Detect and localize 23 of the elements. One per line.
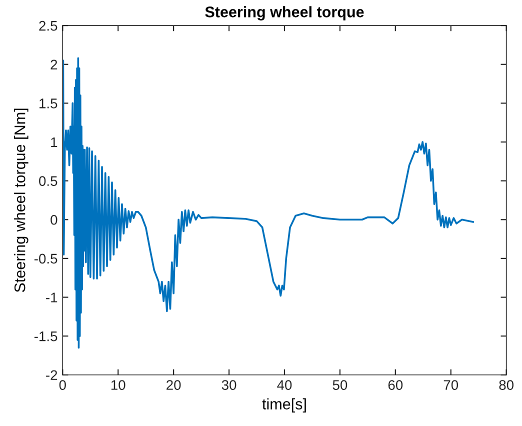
line-series [62, 57, 474, 349]
x-tick-label: 10 [111, 380, 126, 390]
x-tick-label: 30 [222, 380, 236, 390]
x-tick-label: 0 [59, 380, 66, 390]
y-tick-label: 1.5 [40, 98, 58, 108]
x-axis-title: time[s] [262, 398, 306, 412]
chart-title: Steering wheel torque [205, 6, 364, 20]
x-tick-label: 40 [277, 380, 292, 390]
y-tick-label: -1 [46, 292, 58, 302]
y-tick-label: -0.5 [34, 254, 58, 264]
y-tick-label: 0.5 [39, 176, 58, 186]
y-tick-label: 0 [50, 214, 58, 225]
y-tick-label: -2 [46, 370, 58, 380]
x-tick-label: 70 [444, 380, 458, 390]
y-tick-label: -1.5 [34, 332, 58, 342]
x-tick-label: 60 [388, 380, 403, 390]
x-tick-label: 80 [499, 380, 514, 390]
y-tick-label: 2.5 [39, 20, 58, 31]
x-tick-label: 50 [332, 380, 348, 390]
x-tick-label: 20 [166, 380, 181, 390]
y-tick-label: 1 [51, 137, 58, 148]
y-tick-label: 2 [50, 60, 58, 70]
y-axis-title: Steering wheel torque [Nm] [14, 108, 28, 292]
